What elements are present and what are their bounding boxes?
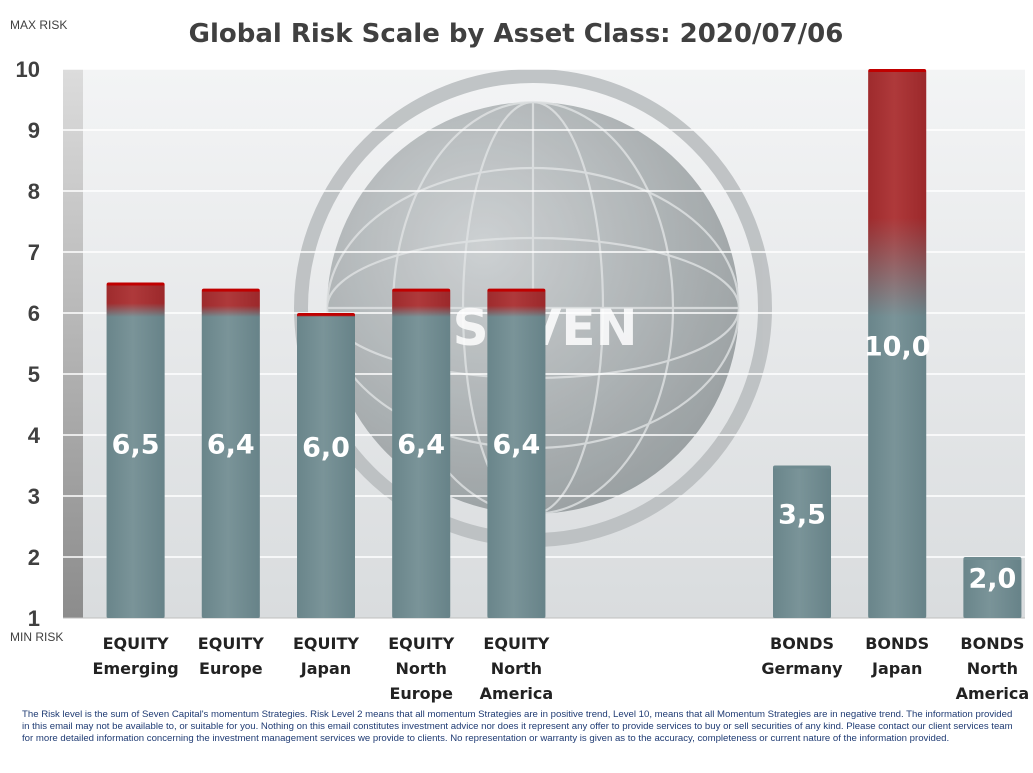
y-tick-label: 7 [28, 240, 40, 265]
data-label: 6,4 [397, 429, 445, 460]
category-label: EQUITY [198, 634, 264, 653]
y-tick-label: 3 [28, 484, 40, 509]
category-label: North [396, 659, 447, 678]
bar-shading [868, 72, 927, 618]
data-label: 6,4 [207, 429, 255, 460]
y-tick-label: 5 [28, 362, 40, 387]
category-label: EQUITY [103, 634, 169, 653]
y-tick-label: 1 [28, 606, 40, 631]
category-label: Japan [300, 659, 351, 678]
data-labels: 6,5 6,4 6,0 6,4 6,4 3,5 10,0 2,0 [112, 332, 1017, 595]
category-label: Europe [389, 684, 453, 703]
category-label: North [491, 659, 542, 678]
data-label: 6,4 [492, 429, 540, 460]
category-label: North [967, 659, 1018, 678]
bar-shading [487, 291, 546, 618]
data-label: 10,0 [864, 332, 931, 363]
bar-shading [963, 560, 1022, 618]
category-label: Europe [199, 659, 263, 678]
category-label: Japan [871, 659, 922, 678]
y-tick-label: 10 [16, 57, 40, 82]
data-label: 6,5 [112, 429, 160, 460]
bar-shading [106, 285, 165, 618]
min-risk-label: MIN RISK [10, 630, 63, 644]
y-tick-label: 2 [28, 545, 40, 570]
data-label: 2,0 [968, 564, 1016, 595]
disclaimer: The Risk level is the sum of Seven Capit… [22, 709, 1013, 744]
x-axis-labels: EQUITY Emerging EQUITY Europe EQUITY Japan EQU… [93, 634, 1030, 703]
category-label: America [480, 684, 554, 703]
max-risk-label: MAX RISK [10, 18, 67, 32]
bar-shading [392, 291, 451, 618]
risk-scale-bar [63, 69, 83, 618]
y-tick-label: 9 [28, 118, 40, 143]
y-tick-label: 6 [28, 301, 40, 326]
category-label: BONDS [865, 634, 929, 653]
category-label: BONDS [960, 634, 1024, 653]
bar-shading [297, 316, 355, 618]
bar-shading [773, 468, 831, 618]
chart-title: Global Risk Scale by Asset Class: 2020/0… [189, 19, 844, 49]
category-label: America [956, 684, 1030, 703]
data-label: 6,0 [302, 432, 350, 463]
bars [106, 69, 1022, 618]
y-tick-label: 8 [28, 179, 40, 204]
y-tick-label: 4 [28, 423, 41, 448]
category-label: Germany [761, 659, 843, 678]
category-label: EQUITY [293, 634, 359, 653]
y-axis-ticks: 1 2 3 4 5 6 7 8 9 10 [16, 57, 41, 631]
category-label: EQUITY [388, 634, 454, 653]
category-label: EQUITY [483, 634, 549, 653]
bar-shading [201, 291, 260, 618]
category-label: BONDS [770, 634, 834, 653]
category-label: Emerging [93, 659, 179, 678]
data-label: 3,5 [778, 499, 826, 530]
